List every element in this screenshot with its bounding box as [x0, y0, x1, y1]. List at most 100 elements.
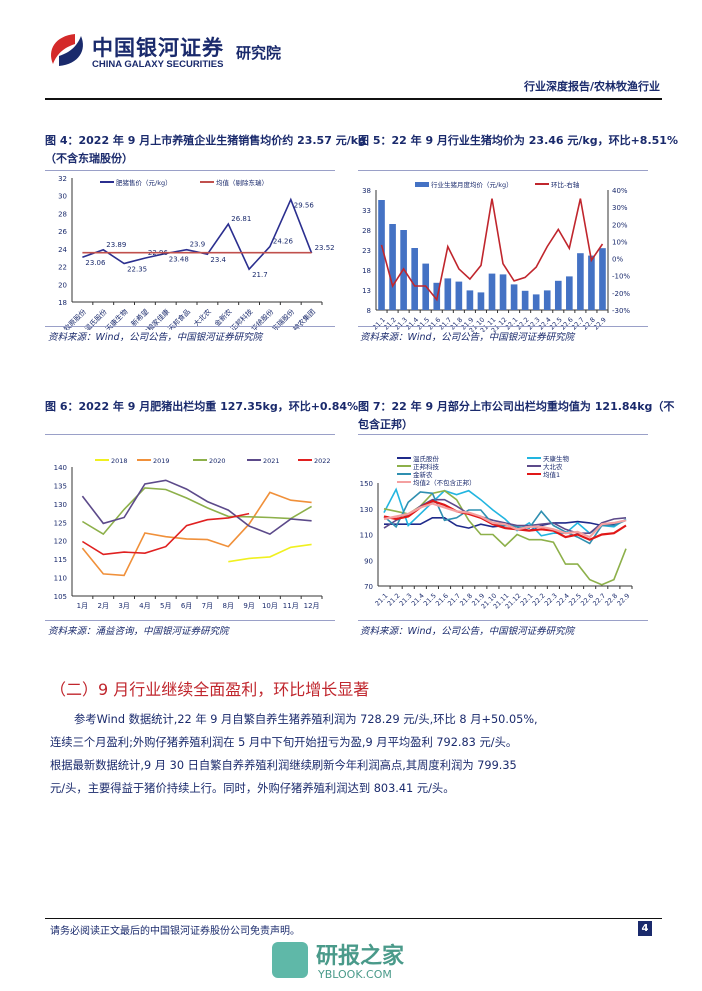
series-line-金新农	[383, 491, 627, 545]
series-line-均值2（不包含正邦）	[383, 502, 627, 539]
fig7-title-line2: 包含正邦）	[358, 418, 413, 431]
data-label: 23.89	[106, 241, 126, 249]
divider	[45, 434, 335, 435]
logo-chinese: 中国银河证券	[92, 36, 224, 60]
legend-swatch	[415, 182, 429, 187]
legend-label: 金新农	[413, 470, 433, 479]
bar	[455, 281, 463, 310]
y-tick-label: 135	[54, 482, 67, 490]
data-label: 22.35	[127, 265, 147, 273]
fig4-title-line2: （不含东瑞股份）	[45, 152, 133, 165]
data-label: 23.06	[85, 259, 106, 267]
y-tick-label: 120	[54, 538, 67, 546]
fig5-title: 图 5：22 年 9 月行业生猪均价为 23.46 元/kg，环比+8.51%	[358, 134, 678, 147]
legend-label: 2022	[314, 457, 331, 465]
fig4-title: 图 4：2022 年 9 月上市养殖企业生猪销售均价约 23.57 元/kg （…	[45, 132, 366, 168]
y2-tick-label: 30%	[612, 204, 628, 212]
y-tick-label: 140	[54, 464, 67, 472]
y-tick-label: 32	[58, 175, 67, 183]
x-tick-label: 12月	[304, 602, 320, 610]
header-rule	[45, 98, 662, 100]
y-tick-label: 26	[58, 228, 67, 236]
bar	[599, 248, 606, 310]
y-tick-label: 105	[54, 593, 67, 601]
divider	[358, 434, 648, 435]
legend-label: 均值2（不包含正邦）	[413, 478, 476, 487]
fig4-title-line1: 图 4：2022 年 9 月上市养殖企业生猪销售均价约 23.57 元/kg	[45, 134, 366, 147]
bar	[554, 280, 562, 310]
x-tick-label: 11月	[283, 602, 299, 610]
y-tick-label: 125	[54, 519, 67, 527]
x-tick-label: 1月	[77, 602, 88, 610]
bar	[521, 290, 529, 310]
y-tick-label: 150	[360, 480, 373, 488]
bar	[411, 248, 418, 310]
y-tick-label: 33	[362, 207, 371, 215]
bar	[389, 224, 396, 310]
legend-label: 正邦科技	[413, 462, 440, 471]
fig7-source: 资料来源：Wind，公司公告，中国银河证券研究院	[360, 626, 575, 637]
y-tick-label: 38	[362, 187, 371, 195]
divider	[358, 326, 648, 327]
watermark-cn: 研报之家	[316, 944, 405, 969]
bar	[444, 278, 452, 310]
divider	[358, 170, 648, 171]
body-line: 连续三个月盈利;外购仔猪养殖利润在 5 月中下旬开始扭亏为盈,9 月平均盈利 7…	[50, 736, 518, 749]
legend-label: 肥猪售价（元/kg）	[116, 178, 172, 187]
y-tick-label: 18	[58, 299, 67, 307]
x-tick-label: 7月	[202, 602, 213, 610]
fig7-title-line1: 图 7：22 年 9 月部分上市公司出栏均重均值为 121.84kg（不	[358, 400, 675, 413]
legend-label: 2021	[263, 457, 280, 465]
legend-label: 2020	[209, 457, 226, 465]
bar	[499, 274, 507, 310]
divider	[45, 326, 335, 327]
y2-tick-label: 0%	[612, 256, 623, 264]
y-tick-label: 90	[364, 557, 373, 565]
x-tick-label: 8月	[223, 602, 234, 610]
y-tick-label: 18	[362, 267, 371, 275]
data-label: 23.4	[210, 256, 226, 264]
divider	[45, 170, 335, 171]
fig7-title: 图 7：22 年 9 月部分上市公司出栏均重均值为 121.84kg（不 包含正…	[358, 398, 674, 434]
y2-tick-label: -20%	[612, 290, 630, 298]
series-line-正邦科技	[383, 489, 627, 586]
x-tick-label: 22.9	[615, 592, 631, 608]
fig6-chart: 105 110 115 120 125 130 135 140 1月 2月 3月 4月 5月 6月 7月 8月…	[54, 457, 331, 610]
divider	[358, 620, 648, 621]
bar	[543, 290, 551, 310]
legend-label: 2019	[153, 457, 170, 465]
x-tick-label: 10月	[262, 602, 278, 610]
y-tick-label: 115	[54, 556, 67, 564]
series-line-天康生物	[383, 487, 627, 537]
bar	[588, 255, 595, 310]
y-tick-label: 20	[58, 281, 67, 289]
series-line-环比-右轴	[380, 198, 604, 302]
legend-label: 均值1	[543, 470, 560, 479]
y2-tick-label: 40%	[612, 187, 628, 195]
fig5-chart: 8 13 18 23 28 33 38 -30% -20% -10% 0% 10% 20% 30% 40% 2…	[362, 180, 630, 332]
page-number: 4	[638, 921, 652, 936]
body-line: 根据最新数据统计,9 月 30 日自繁自养养殖利润继续刷新今年利润高点,其周度利…	[50, 759, 517, 772]
fig4-source: 资料来源：Wind，公司公告，中国银河证券研究院	[48, 332, 263, 343]
y-tick-label: 23	[362, 247, 371, 255]
section-body: 参考Wind 数据统计,22 年 9 月自繁自养生猪养殖利润为 728.29 元…	[50, 708, 670, 800]
legend-label: 2018	[111, 457, 128, 465]
y-tick-label: 8	[367, 307, 371, 315]
section-heading: （二）9 月行业继续全面盈利，环比增长显著	[50, 680, 370, 699]
legend-label: 温氏股份	[413, 454, 440, 463]
x-tick-label: 22.9	[592, 316, 608, 332]
series-line-2018	[228, 543, 312, 563]
body-line: 参考Wind 数据统计,22 年 9 月自繁自养生猪养殖利润为 728.29 元…	[74, 713, 538, 726]
y-tick-label: 13	[362, 287, 371, 295]
legend-label: 大北农	[543, 462, 563, 471]
y-tick-label: 130	[54, 501, 67, 509]
watermark-en: YBLOOK.COM	[318, 968, 392, 981]
x-tick-label: 3月	[118, 602, 129, 610]
data-label: 29.56	[294, 202, 315, 210]
x-tick-label: 4月	[139, 602, 150, 610]
watermark-logo-icon	[272, 942, 308, 978]
y-tick-label: 28	[362, 227, 371, 235]
bar	[510, 284, 518, 310]
